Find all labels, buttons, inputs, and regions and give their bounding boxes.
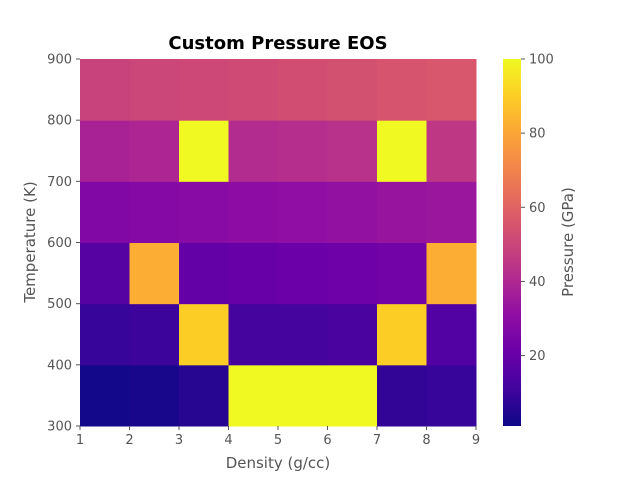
heatmap-cell [377, 120, 427, 182]
heatmap-cell [80, 303, 130, 366]
heatmap-cell [228, 181, 279, 243]
heatmap-cell [129, 242, 180, 305]
heatmap-cell [377, 59, 427, 121]
heatmap-cell [278, 120, 328, 182]
heatmap-cell [327, 364, 378, 427]
heatmap-cell [179, 181, 229, 243]
heatmap-cell [129, 120, 180, 182]
heatmap-cell [278, 181, 328, 243]
heatmap-cell [426, 59, 477, 121]
heatmap-cell [129, 181, 180, 243]
y-axis: 300 400 500 600 700 800 900 [47, 53, 80, 435]
colorbar-tick-label: 40 [529, 275, 546, 290]
heatmap-cell [129, 59, 180, 121]
heatmap-cell [129, 303, 180, 366]
heatmap-cell [426, 181, 477, 243]
heatmap-cell [179, 59, 229, 121]
heatmap-cell [228, 120, 279, 182]
heatmap-cell [327, 120, 378, 182]
x-tick-label: 5 [274, 433, 282, 448]
heatmap-cells [80, 59, 477, 427]
heatmap-cell [80, 120, 130, 182]
heatmap-cell [278, 59, 328, 121]
heatmap-cell [228, 59, 279, 121]
heatmap-cell [80, 242, 130, 305]
x-axis: 1 2 3 4 5 6 7 8 9 [76, 426, 480, 448]
y-tick-label: 500 [47, 297, 72, 312]
x-tick-label: 2 [125, 433, 133, 448]
y-tick-label: 600 [47, 236, 72, 251]
y-tick-label: 300 [47, 420, 72, 435]
y-tick-label: 900 [47, 53, 72, 68]
x-tick-label: 1 [76, 433, 84, 448]
heatmap-cell [179, 120, 229, 182]
colorbar-ticks: 20 40 60 80 100 [521, 53, 554, 364]
heatmap-cell [278, 364, 328, 427]
heatmap-cell [179, 242, 229, 305]
colorbar [503, 59, 521, 426]
heatmap-cell [426, 120, 477, 182]
y-tick-label: 700 [47, 175, 72, 190]
x-tick-label: 9 [472, 433, 480, 448]
heatmap-cell [129, 364, 180, 427]
heatmap-cell [80, 59, 130, 121]
y-axis-label: Temperature (K) [21, 181, 39, 303]
chart-title: Custom Pressure EOS [168, 33, 387, 54]
heatmap-cell [377, 364, 427, 427]
colorbar-tick-label: 20 [529, 349, 546, 364]
heatmap-cell [278, 242, 328, 305]
heatmap-cell [179, 364, 229, 427]
x-tick-label: 8 [422, 433, 430, 448]
heatmap-cell [377, 303, 427, 366]
colorbar-tick-label: 60 [529, 201, 546, 216]
colorbar-tick-label: 80 [529, 127, 546, 142]
x-axis-label: Density (g/cc) [226, 454, 331, 472]
heatmap-cell [228, 242, 279, 305]
heatmap-cell [327, 59, 378, 121]
heatmap-cell [80, 364, 130, 427]
y-tick-label: 400 [47, 358, 72, 373]
heatmap-cell [327, 181, 378, 243]
heatmap-cell [377, 181, 427, 243]
heatmap-cell [426, 303, 477, 366]
heatmap-cell [80, 181, 130, 243]
x-tick-label: 4 [224, 433, 232, 448]
heatmap-cell [327, 303, 378, 366]
colorbar-label: Pressure (GPa) [559, 187, 577, 297]
colorbar-tick-label: 100 [529, 53, 554, 68]
x-tick-label: 6 [323, 433, 331, 448]
heatmap-cell [278, 303, 328, 366]
heatmap-cell [426, 364, 477, 427]
heatmap-cell [228, 303, 279, 366]
heatmap-cell [228, 364, 279, 427]
heatmap-cell [179, 303, 229, 366]
heatmap-cell [426, 242, 477, 305]
x-tick-label: 7 [373, 433, 381, 448]
y-tick-label: 800 [47, 114, 72, 129]
heatmap-cell [377, 242, 427, 305]
x-tick-label: 3 [175, 433, 183, 448]
heatmap-cell [327, 242, 378, 305]
